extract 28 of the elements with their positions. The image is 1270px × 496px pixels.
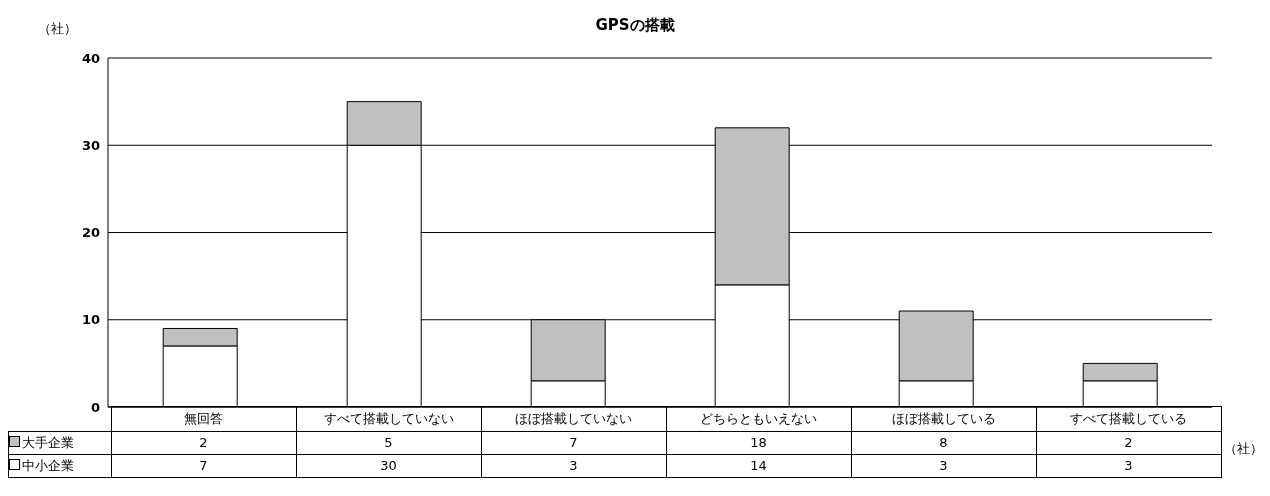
- chart-title: GPSの搭載: [595, 16, 675, 34]
- x-tick-label: すべて搭載している: [1036, 406, 1221, 431]
- legend-label: 大手企業: [8, 431, 111, 454]
- x-tick-label: ほぼ搭載していない: [481, 406, 666, 431]
- text: （社）: [1224, 440, 1263, 458]
- data-label: 7: [111, 454, 296, 477]
- data-label: 2: [111, 431, 296, 454]
- data-label: 3: [851, 454, 1036, 477]
- legend-label: 中小企業: [8, 454, 111, 477]
- data-label: 7: [481, 431, 666, 454]
- data-label: 14: [666, 454, 851, 477]
- y-tick-label: 40: [81, 50, 100, 66]
- data-label: 5: [296, 431, 481, 454]
- data-label: 30: [296, 454, 481, 477]
- y-tick-label: 0: [90, 399, 100, 415]
- data-label: 8: [851, 431, 1036, 454]
- y-axis-title: （社）: [38, 20, 77, 38]
- data-label: 18: [666, 431, 851, 454]
- x-tick-label: どちらともいえない: [666, 406, 851, 431]
- x-tick-label: すべて搭載していない: [296, 406, 481, 431]
- data-label: 3: [1036, 454, 1221, 477]
- y-tick-label: 20: [81, 225, 100, 241]
- y-tick-label: 10: [81, 312, 100, 328]
- y-tick-label: 30: [81, 137, 100, 153]
- x-tick-label: ほぼ搭載している: [851, 406, 1036, 431]
- data-label: 2: [1036, 431, 1221, 454]
- x-tick-label: 無回答: [111, 406, 296, 431]
- data-label: 3: [481, 454, 666, 477]
